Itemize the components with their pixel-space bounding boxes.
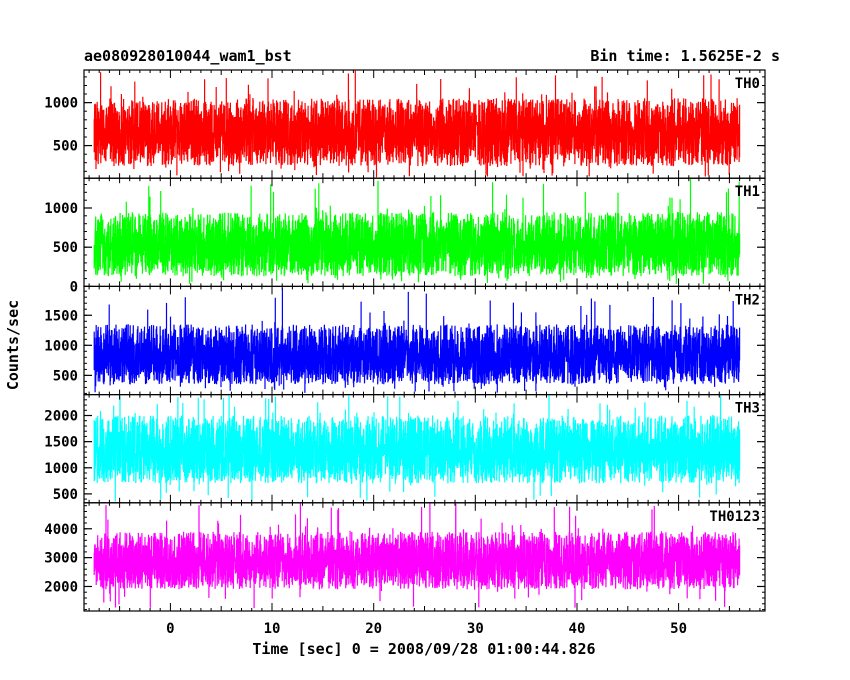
panel-th1: 0 500 1000 TH1 bbox=[44, 177, 766, 295]
y-tick-label: 1000 bbox=[44, 201, 78, 217]
panel-th2: 500 1000 1500 TH2 bbox=[44, 285, 766, 396]
x-tick-label: 20 bbox=[365, 621, 382, 637]
y-tick-label: 2000 bbox=[44, 579, 78, 595]
series-th0123 bbox=[93, 502, 741, 609]
series-th2 bbox=[93, 288, 741, 393]
bin-time-label: Bin time: 1.5625E-2 s bbox=[590, 47, 780, 65]
x-tick-label: 0 bbox=[166, 621, 174, 637]
y-tick-label: 500 bbox=[53, 240, 78, 256]
panel-th0: 500 1000 TH0 bbox=[44, 69, 766, 179]
x-axis-title: Time [sec] 0 = 2008/09/28 01:00:44.826 bbox=[252, 640, 595, 658]
y-tick-label: 500 bbox=[53, 368, 78, 384]
y-tick-label: 1000 bbox=[44, 338, 78, 354]
x-axis: 0 10 20 30 40 50 bbox=[166, 621, 687, 637]
x-tick-label: 50 bbox=[670, 621, 687, 637]
chart-title: ae080928010044_wam1_bst bbox=[84, 47, 292, 65]
x-tick-label: 30 bbox=[467, 621, 484, 637]
y-tick-label: 1500 bbox=[44, 308, 78, 324]
series-th3 bbox=[93, 394, 741, 502]
panel-label-th2: TH2 bbox=[735, 292, 760, 308]
y-tick-label: 2000 bbox=[44, 409, 78, 425]
panel-label-th0123: TH0123 bbox=[709, 509, 760, 525]
panel-label-th1: TH1 bbox=[735, 184, 760, 200]
series-th0 bbox=[93, 70, 741, 178]
y-axis-title: Counts/sec bbox=[4, 300, 22, 390]
x-tick-label: 40 bbox=[569, 621, 586, 637]
panel-label-th3: TH3 bbox=[735, 401, 760, 417]
x-tick-label: 10 bbox=[264, 621, 281, 637]
y-tick-label: 3000 bbox=[44, 551, 78, 567]
y-tick-label: 4000 bbox=[44, 522, 78, 538]
y-tick-label: 500 bbox=[53, 487, 78, 503]
y-tick-label: 1000 bbox=[44, 96, 78, 112]
panel-th0123: 2000 3000 4000 TH0123 bbox=[44, 502, 766, 612]
panel-th3: 500 1000 1500 2000 TH3 bbox=[44, 394, 766, 504]
panel-label-th0: TH0 bbox=[735, 76, 760, 92]
y-tick-label: 1000 bbox=[44, 461, 78, 477]
y-tick-label: 1500 bbox=[44, 435, 78, 451]
series-th1 bbox=[93, 178, 741, 284]
y-tick-label: 0 bbox=[70, 279, 78, 295]
y-tick-label: 500 bbox=[53, 139, 78, 155]
panels: 500 1000 TH0 0 500 1000 TH1 500 1000 1500 TH2 500 10… bbox=[44, 69, 766, 612]
